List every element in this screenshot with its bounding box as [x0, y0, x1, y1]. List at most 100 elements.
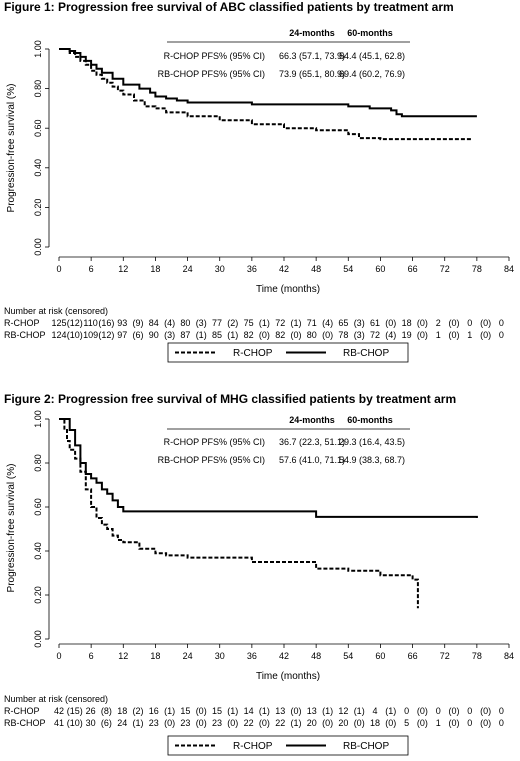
- at-risk-cell: (1): [133, 718, 144, 728]
- at-risk-cell: (15): [67, 706, 83, 716]
- x-tick-label: 42: [279, 651, 289, 661]
- at-risk-cell: (3): [354, 330, 365, 340]
- at-risk-cell: (1): [164, 706, 175, 716]
- at-risk-cell: (1): [227, 330, 238, 340]
- y-tick-label: 0.80: [33, 80, 43, 98]
- at-risk-cell: (0): [259, 330, 270, 340]
- x-tick-label: 60: [375, 264, 385, 274]
- at-risk-cell: 22: [275, 718, 285, 728]
- at-risk-cell: 72: [370, 330, 380, 340]
- at-risk-cell: 125: [51, 318, 66, 328]
- x-tick-label: 54: [343, 264, 353, 274]
- at-risk-cell: (3): [196, 318, 207, 328]
- pfs-header-24: 24-months: [289, 415, 335, 425]
- y-tick-label: 0.40: [33, 159, 43, 177]
- x-tick-label: 12: [118, 264, 128, 274]
- y-tick-label: 0.80: [33, 454, 43, 472]
- at-risk-cell: (0): [417, 318, 428, 328]
- at-risk-cell: 72: [275, 318, 285, 328]
- at-risk-cell: (1): [259, 706, 270, 716]
- figure-1-title: Figure 1: Progression free survival of A…: [4, 0, 454, 14]
- at-risk-cell: 77: [212, 318, 222, 328]
- at-risk-cell: 1: [436, 718, 441, 728]
- figure-1-y-axis-label: Progression-free survival (%): [6, 84, 17, 213]
- at-risk-cell: (0): [322, 330, 333, 340]
- at-risk-cell: (0): [417, 706, 428, 716]
- at-risk-cell: (1): [196, 330, 207, 340]
- figure-1-curves: [59, 48, 477, 141]
- figure-2-x-axis-label: Time (months): [256, 671, 320, 682]
- x-tick-label: 30: [215, 651, 225, 661]
- at-risk-cell: 78: [338, 330, 348, 340]
- at-risk-cell: (4): [385, 330, 396, 340]
- at-risk-cell: (12): [67, 318, 83, 328]
- y-tick-label: 0.00: [33, 630, 43, 648]
- at-risk-cell: 75: [244, 318, 254, 328]
- at-risk-cell: (0): [449, 318, 460, 328]
- y-tick-label: 0.60: [33, 498, 43, 516]
- at-risk-cell: 20: [338, 718, 348, 728]
- at-risk-cell: (8): [101, 706, 112, 716]
- at-risk-cell: (0): [449, 330, 460, 340]
- x-tick-label: 6: [89, 651, 94, 661]
- x-tick-label: 24: [183, 264, 193, 274]
- x-tick-label: 18: [150, 651, 160, 661]
- at-risk-cell: (0): [259, 718, 270, 728]
- at-risk-cell: (0): [480, 318, 491, 328]
- at-risk-cell: 97: [117, 330, 127, 340]
- pfs-header-60: 60-months: [347, 28, 393, 38]
- at-risk-cell: (10): [67, 330, 83, 340]
- at-risk-cell: (0): [291, 330, 302, 340]
- y-tick-label: 1.00: [33, 40, 43, 58]
- at-risk-cell: 85: [212, 330, 222, 340]
- at-risk-cell: (0): [196, 718, 207, 728]
- km-curve-rb-chop: [59, 48, 477, 118]
- x-tick-label: 30: [215, 264, 225, 274]
- at-risk-arm-label: RB-CHOP: [4, 330, 46, 340]
- at-risk-cell: 0: [467, 718, 472, 728]
- at-risk-cell: 18: [117, 706, 127, 716]
- at-risk-arm-label: R-CHOP: [4, 318, 40, 328]
- at-risk-cell: 82: [244, 330, 254, 340]
- figure-1-pfs-table: 24-months 60-months R-CHOP PFS% (95% CI)…: [158, 28, 410, 79]
- at-risk-cell: 0: [499, 318, 504, 328]
- at-risk-cell: 1: [436, 330, 441, 340]
- y-tick-label: 0.20: [33, 199, 43, 217]
- at-risk-cell: 22: [244, 718, 254, 728]
- figure-1-x-axis-label: Time (months): [256, 284, 320, 295]
- x-tick-label: 48: [311, 264, 321, 274]
- at-risk-cell: 0: [467, 706, 472, 716]
- legend-label-rb-chop: RB-CHOP: [343, 348, 389, 359]
- at-risk-cell: 5: [404, 718, 409, 728]
- at-risk-cell: 1: [467, 330, 472, 340]
- at-risk-cell: 19: [402, 330, 412, 340]
- at-risk-cell: 124: [51, 330, 66, 340]
- km-curve-rb-chop: [59, 418, 478, 518]
- figure-2-pfs-table: 24-months 60-months R-CHOP PFS% (95% CI)…: [158, 415, 410, 465]
- at-risk-cell: 0: [499, 706, 504, 716]
- at-risk-cell: 80: [307, 330, 317, 340]
- figure-1-legend: R-CHOP RB-CHOP: [167, 342, 409, 363]
- x-tick-label: 24: [183, 651, 193, 661]
- at-risk-cell: 42: [54, 706, 64, 716]
- x-tick-label: 78: [472, 264, 482, 274]
- at-risk-cell: (0): [417, 718, 428, 728]
- at-risk-cell: (0): [291, 706, 302, 716]
- at-risk-cell: (0): [227, 718, 238, 728]
- legend-label-rb-chop: RB-CHOP: [343, 741, 389, 752]
- at-risk-cell: (0): [164, 718, 175, 728]
- figure-2-chart: 0.000.200.400.600.801.000 6 12 18 24 30 36 42 48…: [4, 410, 514, 756]
- at-risk-cell: (1): [322, 706, 333, 716]
- at-risk-cell: (0): [385, 318, 396, 328]
- pfs-row-label: R-CHOP PFS% (95% CI): [164, 51, 265, 61]
- x-tick-label: 66: [408, 264, 418, 274]
- at-risk-cell: 15: [180, 706, 190, 716]
- at-risk-cell: 87: [180, 330, 190, 340]
- x-tick-label: 84: [504, 264, 514, 274]
- at-risk-cell: (1): [385, 706, 396, 716]
- at-risk-cell: 0: [499, 330, 504, 340]
- figure-1-chart: 0.000.200.400.600.801.000 6 12 18 24 30 36 42 48…: [4, 28, 514, 363]
- at-risk-cell: (10): [67, 718, 83, 728]
- figure-2-legend: R-CHOP RB-CHOP: [167, 735, 409, 756]
- x-tick-label: 48: [311, 651, 321, 661]
